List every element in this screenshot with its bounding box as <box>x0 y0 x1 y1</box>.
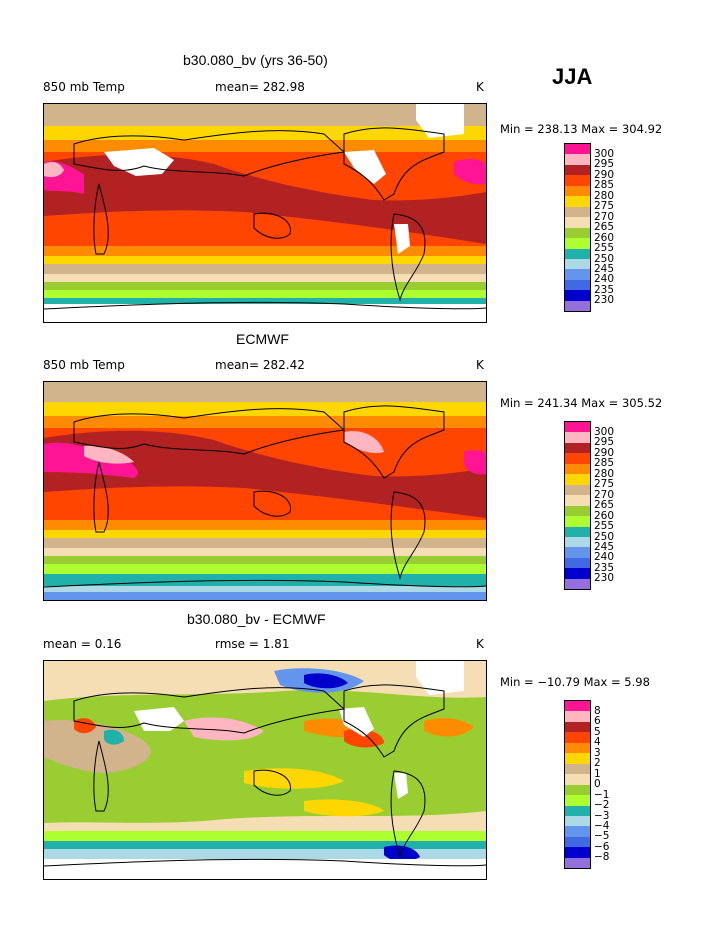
panel-3-level-label: −5 <box>594 830 610 843</box>
panel-2-level-label: 280 <box>594 467 615 480</box>
panel-2-level-label: 260 <box>594 509 615 522</box>
panel-3-level-label: −4 <box>594 819 610 832</box>
panel-2-level-label: 250 <box>594 530 615 543</box>
panel-1-level-label: 300 <box>594 148 615 160</box>
season-label: JJA <box>552 64 593 89</box>
panel-2-level-label: 285 <box>594 457 615 470</box>
panel-1-level-label: 245 <box>594 262 615 275</box>
panel-2-level-label: 300 <box>594 426 615 438</box>
panel-1-level-label: 270 <box>594 210 615 223</box>
panel-1-colorbar <box>564 143 591 312</box>
panel-2-minmax: Min = 241.34 Max = 305.52 <box>500 396 663 410</box>
panel-1-map <box>43 103 487 323</box>
panel-2-level-label: 275 <box>594 478 615 491</box>
panel-1-variable-label: 850 mb Temp <box>43 80 125 94</box>
panel-1-level-label: 230 <box>594 294 615 307</box>
panel-3-level-label: −8 <box>594 851 610 864</box>
panel-1-level-label: 295 <box>594 158 615 171</box>
panel-2-colorbar <box>564 421 591 590</box>
panel-3-level-label: −2 <box>594 799 610 812</box>
panel-1-minmax: Min = 238.13 Max = 304.92 <box>500 122 663 136</box>
panel-3-colorbar-labels: 8 6 5 4 3 2 1 0 −1 −2 −3 −4 −5 −6 −8 <box>594 706 609 863</box>
panel-1-colorbar-labels: 300 295 290 285 280 275 270 265 260 255 … <box>594 149 614 306</box>
panel-2-colorbar-labels: 300 295 290 285 280 275 270 265 260 255 … <box>594 427 614 584</box>
panel-2-mean-label: mean= 282.42 <box>215 358 305 372</box>
panel-1-level-label: 250 <box>594 252 615 265</box>
panel-3-units-label: K <box>476 637 484 651</box>
panel-1-title: b30.080_bv (yrs 36-50) <box>183 52 328 68</box>
panel-1-level-label: 265 <box>594 221 615 234</box>
panel-3-level-label: 2 <box>594 757 601 770</box>
panel-1-level-label: 235 <box>594 283 615 296</box>
panel-3-level-label: 0 <box>594 778 601 791</box>
panel-2-level-label: 245 <box>594 540 615 553</box>
panel-1-level-label: 285 <box>594 179 615 192</box>
panel-2-level-label: 235 <box>594 561 615 574</box>
panel-2-level-label: 255 <box>594 520 615 533</box>
panel-3-level-label: 8 <box>594 705 601 717</box>
panel-3-rmse-label: rmse = 1.81 <box>215 637 290 651</box>
panel-2-level-label: 240 <box>594 551 615 564</box>
panel-3-level-label: −3 <box>594 809 610 822</box>
panel-3-title: b30.080_bv - ECMWF <box>187 611 326 627</box>
panel-3-mean-label: mean = 0.16 <box>43 637 122 651</box>
panel-2-level-label: 270 <box>594 488 615 501</box>
panel-2-title: ECMWF <box>236 331 289 347</box>
panel-1-mean-label: mean= 282.98 <box>215 80 305 94</box>
panel-2-units-label: K <box>476 358 484 372</box>
panel-2-level-label: 290 <box>594 446 615 459</box>
panel-1-level-label: 290 <box>594 168 615 181</box>
panel-2-level-label: 265 <box>594 499 615 512</box>
panel-1-level-label: 280 <box>594 189 615 202</box>
panel-1-units-label: K <box>476 80 484 94</box>
panel-2-variable-label: 850 mb Temp <box>43 358 125 372</box>
panel-3-level-label: −1 <box>594 788 610 801</box>
panel-2-level-label: 230 <box>594 572 615 585</box>
panel-3-level-label: −6 <box>594 840 610 853</box>
panel-3-map <box>43 660 487 880</box>
panel-3-level-label: 6 <box>594 715 601 728</box>
panel-3-level-label: 3 <box>594 746 601 759</box>
panel-2-level-label: 295 <box>594 436 615 449</box>
panel-3-colorbar <box>564 700 591 869</box>
panel-3-level-label: 5 <box>594 725 601 738</box>
panel-3-minmax: Min = −10.79 Max = 5.98 <box>500 675 650 689</box>
panel-1-level-label: 260 <box>594 231 615 244</box>
panel-1-level-label: 255 <box>594 242 615 255</box>
panel-1-level-label: 240 <box>594 273 615 286</box>
panel-3-level-label: 1 <box>594 767 601 780</box>
panel-3-level-label: 4 <box>594 736 601 749</box>
panel-2-map <box>43 381 487 601</box>
panel-1-level-label: 275 <box>594 200 615 213</box>
